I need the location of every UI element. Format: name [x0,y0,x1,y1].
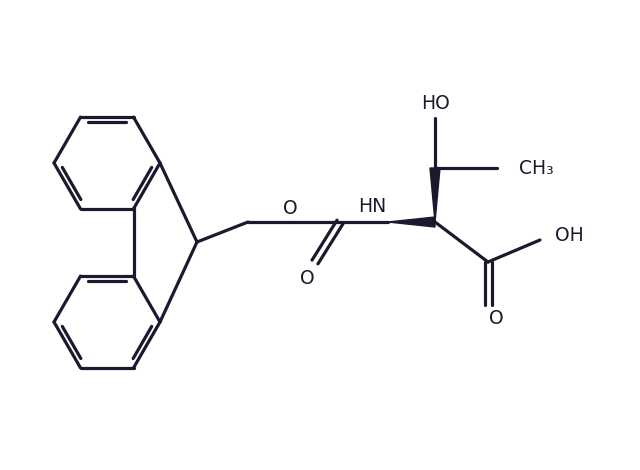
Text: O: O [283,198,298,218]
Text: OH: OH [555,226,584,244]
Text: O: O [300,268,314,288]
Text: O: O [489,310,503,329]
Polygon shape [430,168,440,222]
Text: CH₃: CH₃ [519,158,554,178]
Text: HO: HO [420,94,449,112]
Polygon shape [388,217,435,227]
Text: HN: HN [358,197,386,217]
